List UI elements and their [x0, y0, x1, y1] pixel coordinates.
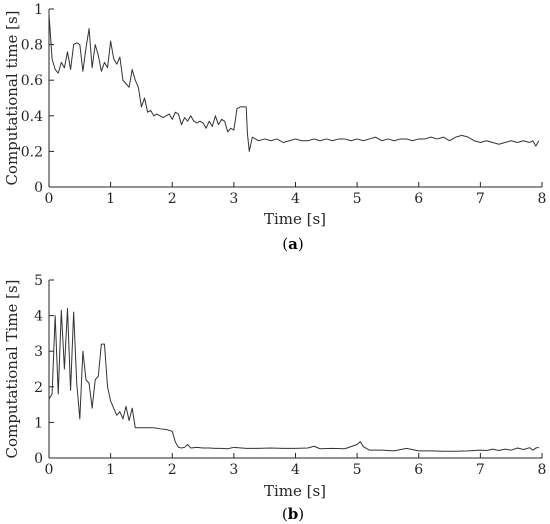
- x-tick-label: 8: [538, 462, 547, 478]
- panel-caption: (a): [282, 235, 303, 253]
- y-tick-label: 1: [34, 415, 43, 431]
- x-tick-label: 4: [291, 462, 300, 478]
- chart-panel-a: 0 1 2 3 4 5 6 7 8 0 0.2 0.4 0.6 0.8 1 Time [s] Computa…: [3, 2, 546, 253]
- y-tick-label: 3: [34, 344, 43, 360]
- y-tick-label: 0.4: [21, 109, 43, 125]
- x-tick-label: 0: [45, 191, 54, 207]
- caption-letter: a: [288, 235, 298, 253]
- x-tick-label: 1: [106, 462, 115, 478]
- x-tick-label: 6: [414, 191, 423, 207]
- x-tick-label: 5: [353, 462, 362, 478]
- caption-letter: b: [288, 505, 299, 523]
- plot-area: 0 1 2 3 4 5 6 7 8 0 1 2 3 4 5: [34, 273, 546, 478]
- y-axis-label: Computational Time [s]: [3, 279, 21, 458]
- x-tick-label: 8: [538, 191, 547, 207]
- x-tick-label: 1: [106, 191, 115, 207]
- x-tick-label: 4: [291, 191, 300, 207]
- x-tick-label: 7: [476, 191, 485, 207]
- y-tick-label: 0.8: [21, 38, 43, 54]
- x-tick-label: 5: [353, 191, 362, 207]
- plot-area: 0 1 2 3 4 5 6 7 8 0 0.2 0.4 0.6 0.8 1: [21, 2, 547, 207]
- x-tick-label: 7: [476, 462, 485, 478]
- x-tick-label: 3: [229, 191, 238, 207]
- y-tick-label: 0.2: [21, 144, 43, 160]
- series-line: [48, 307, 540, 452]
- x-tick-label: 6: [414, 462, 423, 478]
- y-tick-label: 5: [34, 273, 43, 289]
- y-tick-label: 0.6: [21, 73, 43, 89]
- x-axis-label: Time [s]: [264, 482, 326, 500]
- x-axis-label: Time [s]: [264, 210, 326, 228]
- y-tick-label: 4: [34, 309, 43, 325]
- x-tick-label: 3: [229, 462, 238, 478]
- x-tick-label: 0: [45, 462, 54, 478]
- series-line: [48, 14, 540, 152]
- y-tick-label: 0: [34, 451, 43, 467]
- y-axis-label: Computational time [s]: [3, 10, 21, 185]
- panel-caption: (b): [282, 505, 304, 523]
- x-tick-label: 2: [168, 191, 177, 207]
- x-tick-label: 2: [168, 462, 177, 478]
- y-tick-label: 2: [34, 380, 43, 396]
- y-tick-label: 1: [34, 2, 43, 18]
- chart-panel-b: 0 1 2 3 4 5 6 7 8 0 1 2 3 4 5 Time [s] Computational T…: [3, 273, 546, 523]
- y-tick-label: 0: [34, 180, 43, 196]
